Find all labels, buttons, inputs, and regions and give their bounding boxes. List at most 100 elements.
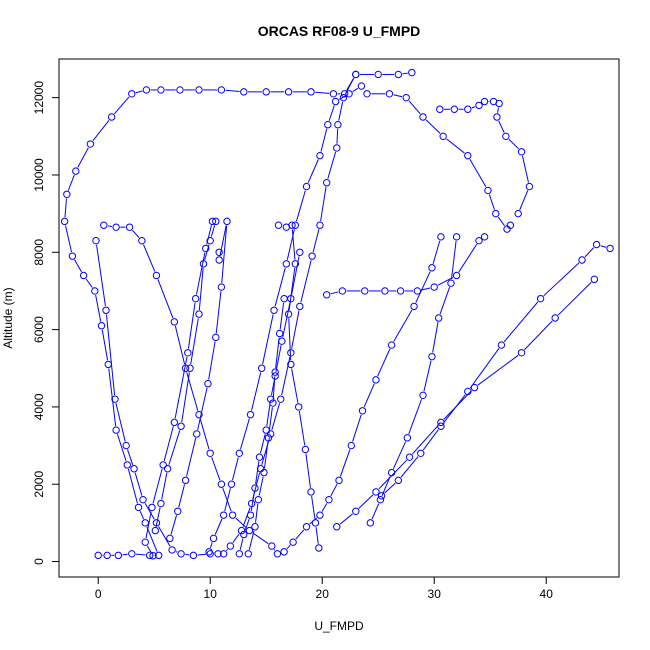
series-segment (235, 517, 247, 529)
data-point (103, 551, 111, 560)
series-segment (392, 441, 407, 470)
data-point (228, 511, 237, 519)
series-segment (584, 247, 595, 258)
data-series (280, 233, 445, 556)
series-segment (146, 545, 152, 553)
data-point (264, 434, 273, 442)
data-series (100, 221, 282, 558)
x-tick-label: 40 (540, 587, 554, 601)
data-point (347, 441, 356, 450)
data-point (503, 225, 511, 233)
data-point (217, 480, 226, 488)
data-point (403, 434, 412, 442)
data-point (246, 511, 255, 519)
series-segment (74, 259, 82, 273)
data-point (271, 372, 279, 380)
data-point (112, 223, 120, 231)
series-segment (92, 119, 110, 142)
data-point (217, 283, 226, 291)
series-segment (446, 138, 465, 154)
series-segment (393, 309, 413, 342)
data-series (363, 90, 515, 233)
data-point (262, 426, 270, 434)
data-point (270, 306, 278, 314)
data-point (212, 333, 220, 342)
data-point (334, 121, 342, 129)
data-point (470, 383, 479, 392)
series-segment (469, 159, 487, 188)
data-point (387, 341, 396, 349)
series-segment (158, 526, 171, 547)
data-point (450, 105, 459, 113)
data-point (215, 256, 223, 264)
series-segment (384, 482, 396, 494)
data-point (97, 322, 106, 330)
series-segment (181, 372, 190, 423)
series-segment (232, 457, 239, 481)
series-segment (190, 318, 199, 365)
data-point (141, 519, 149, 527)
series-segment (345, 77, 355, 95)
data-point (170, 418, 179, 427)
data-point (219, 550, 228, 558)
data-point (288, 221, 296, 229)
series-segment (187, 302, 196, 349)
chart-title: ORCAS RF08-9 U_FMPD (258, 23, 421, 39)
data-point (245, 526, 254, 535)
data-point (79, 271, 88, 280)
data-series (377, 240, 614, 500)
data-point (206, 449, 214, 457)
data-point (339, 93, 348, 102)
series-segment (199, 418, 210, 450)
series-segment (275, 337, 280, 369)
data-point (223, 217, 231, 226)
data-point (277, 395, 285, 403)
series-segment (600, 245, 607, 248)
series-segment (232, 533, 240, 543)
data-point (274, 221, 283, 229)
data-point (428, 352, 436, 361)
series-segment (328, 105, 335, 121)
series-segment (273, 549, 276, 551)
data-point (209, 534, 218, 543)
series-segment (95, 294, 102, 322)
data-point (394, 476, 403, 485)
series-segment (135, 90, 143, 94)
data-point (307, 488, 315, 496)
series-segment (312, 229, 320, 253)
series-segment (358, 494, 374, 509)
data-point (322, 291, 331, 299)
x-tick-label: 0 (95, 587, 102, 601)
data-point (437, 418, 445, 427)
data-point (311, 519, 320, 527)
data-series (436, 97, 534, 218)
series-segment (378, 459, 407, 490)
data-point (308, 252, 316, 260)
series-segment (471, 106, 476, 109)
series-segment (377, 348, 391, 377)
series-segment (307, 159, 319, 183)
series-segment (144, 503, 155, 520)
data-series (322, 233, 489, 299)
series-segment (197, 387, 208, 430)
data-point (492, 209, 500, 218)
series-segment (255, 461, 260, 485)
data-point (428, 264, 436, 272)
data-point (163, 465, 172, 473)
data-point (333, 144, 341, 152)
data-point (219, 511, 228, 519)
series-segment (145, 511, 152, 539)
data-point (100, 221, 108, 229)
series-segment (115, 403, 126, 442)
data-point (437, 233, 445, 241)
series-segment (411, 425, 439, 455)
data-point (112, 426, 120, 434)
series-segment (327, 151, 337, 179)
series-segment (305, 453, 311, 488)
series-segment (300, 260, 312, 303)
series-segment (116, 433, 127, 462)
data-point (366, 519, 375, 527)
data-series (333, 275, 599, 531)
series-segment (421, 287, 431, 291)
